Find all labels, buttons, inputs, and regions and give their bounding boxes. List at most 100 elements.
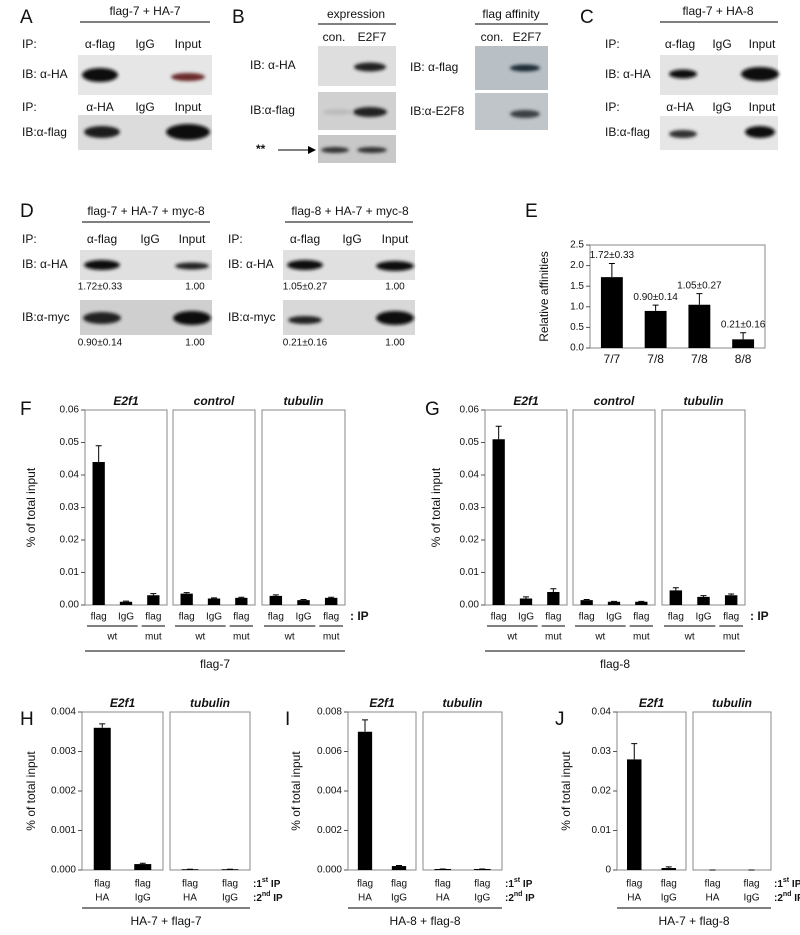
panel-letter: J xyxy=(555,709,565,730)
ip-row-label: :2nd IP xyxy=(774,891,800,903)
y-tick-label: 0.01 xyxy=(60,567,80,578)
x-tick-label: flag xyxy=(179,612,195,623)
ib-label: IB:α-myc xyxy=(228,310,276,324)
band xyxy=(84,126,120,138)
x-tick-label: IgG xyxy=(695,612,711,623)
bar xyxy=(661,868,676,870)
x-tick-label: flag xyxy=(233,612,249,623)
y-tick-label: 0.004 xyxy=(317,786,342,797)
band xyxy=(745,126,775,138)
ip-row-sup: st xyxy=(783,877,790,884)
ib-label: IB: α-HA xyxy=(22,67,68,81)
error-bar xyxy=(608,263,615,278)
quant-label: 1.00 xyxy=(385,338,405,349)
bar xyxy=(547,592,560,605)
ip-row-post: IP xyxy=(268,879,281,890)
x-tick-label: flag xyxy=(391,879,407,890)
x-tick-label: flag xyxy=(323,612,339,623)
lane-label: IgG xyxy=(342,232,361,246)
sample-label: HA-7 + flag-7 xyxy=(130,914,201,928)
lane-label: α-flag xyxy=(665,37,695,51)
y-tick-label: 0.04 xyxy=(60,470,80,481)
lane-label: con. xyxy=(481,30,504,44)
group-label: mut xyxy=(723,632,740,643)
bar xyxy=(600,277,623,348)
chart-title: tubulin xyxy=(190,696,230,710)
chart-title: tubulin xyxy=(684,394,724,408)
lane-label: Input xyxy=(179,232,206,246)
group-label: mut xyxy=(145,632,162,643)
y-axis-label: % of total input xyxy=(559,751,573,831)
y-tick-label: 0.000 xyxy=(51,865,76,876)
group-label: wt xyxy=(194,632,205,643)
bar xyxy=(357,731,373,870)
band xyxy=(510,110,540,118)
bar xyxy=(607,601,621,605)
lane-label: IgG xyxy=(135,37,154,51)
y-tick-label: 0.002 xyxy=(317,825,342,836)
value-label: 0.90±0.14 xyxy=(633,292,678,303)
bar xyxy=(297,600,310,605)
quant-label: 1.05±0.27 xyxy=(283,282,328,293)
error-bar xyxy=(700,595,707,597)
ip-row-label: :1st IP xyxy=(505,877,533,889)
error-bar xyxy=(631,743,638,760)
panel-letter: C xyxy=(580,7,594,28)
sample-label: HA-7 + flag-8 xyxy=(658,914,729,928)
y-tick-label: 0.05 xyxy=(460,437,480,448)
bar xyxy=(724,595,738,605)
x-tick-label: flag xyxy=(723,612,739,623)
ib-label: IB:α-E2F8 xyxy=(410,104,465,118)
ip-row-label: :2nd IP xyxy=(253,891,283,903)
panel-letter: H xyxy=(20,709,34,730)
band xyxy=(669,69,697,79)
y-tick-label: 0.00 xyxy=(60,600,80,611)
y-tick-label: 0.000 xyxy=(317,865,342,876)
bar xyxy=(119,601,133,605)
plot-frame xyxy=(589,244,766,349)
quant-label: 1.00 xyxy=(185,338,205,349)
y-tick-label: 0 xyxy=(605,865,611,876)
ip-label: IP: xyxy=(605,37,620,51)
bar xyxy=(519,598,533,605)
x-tick-label: IgG xyxy=(518,612,534,623)
band xyxy=(84,260,120,270)
arrow-head xyxy=(308,146,316,154)
x-tick-label: flag xyxy=(474,879,490,890)
y-tick-label: 0.5 xyxy=(570,322,584,333)
y-axis-label: % of total input xyxy=(24,467,38,547)
plot-frame xyxy=(261,409,346,606)
sample-label: flag-8 xyxy=(600,657,630,671)
band xyxy=(173,311,211,325)
y-tick-label: 2.5 xyxy=(570,240,584,251)
y-tick-label: 0.04 xyxy=(592,707,612,718)
y-tick-label: 0.002 xyxy=(51,786,76,797)
lane-label: IgG xyxy=(140,232,159,246)
y-tick-label: 0.01 xyxy=(460,567,480,578)
value-label: 0.21±0.16 xyxy=(721,319,766,330)
ib-label: IB:α-myc xyxy=(22,310,70,324)
ip-row-pre: :1 xyxy=(505,879,514,890)
lane-label: Input xyxy=(175,37,202,51)
quant-label: 1.00 xyxy=(385,282,405,293)
chart-title: E2f1 xyxy=(513,394,539,408)
y-tick-label: 0.04 xyxy=(460,470,480,481)
chart-title: tubulin xyxy=(284,394,324,408)
bar xyxy=(180,593,193,605)
group-label: mut xyxy=(233,632,250,643)
bar xyxy=(147,595,160,605)
bar xyxy=(580,600,593,605)
band xyxy=(669,130,697,138)
bar xyxy=(269,595,283,605)
bar xyxy=(492,439,505,605)
lane-label: α-HA xyxy=(666,100,694,114)
ib-label: IB: α-HA xyxy=(22,257,68,271)
lane-label: IgG xyxy=(712,100,731,114)
x-tick-label: flag xyxy=(633,612,649,623)
x-tick-label-2: HA xyxy=(183,893,197,904)
error-bar xyxy=(139,862,146,865)
band xyxy=(288,316,322,324)
y-tick-label: 0.00 xyxy=(460,600,480,611)
lane-label: Input xyxy=(175,100,202,114)
